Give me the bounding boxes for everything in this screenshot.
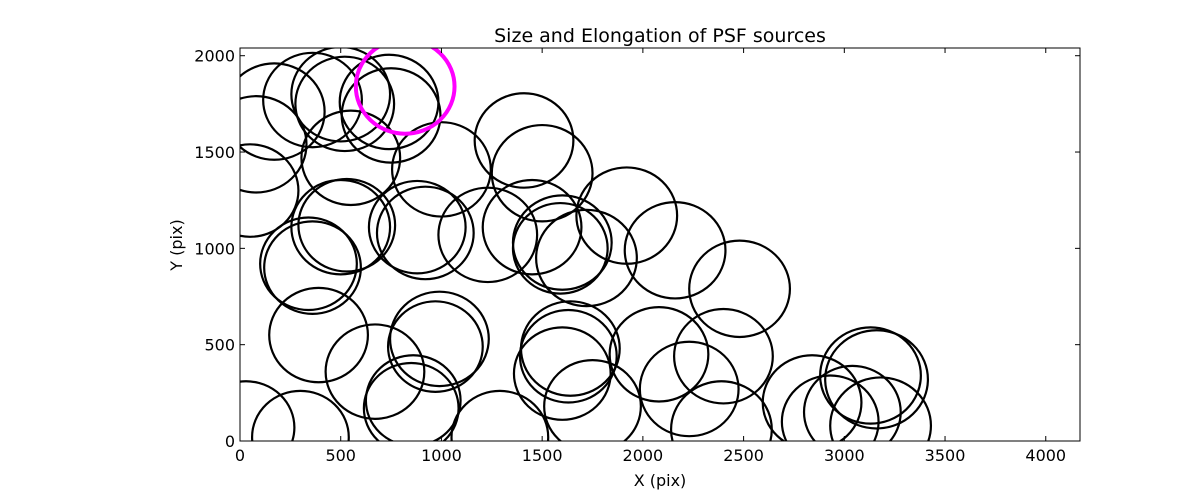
psf-source-circle [388, 290, 490, 388]
psf-source-circle [780, 374, 880, 441]
psf-source-circle [761, 354, 863, 441]
y-axis-label: Y (pix) [167, 219, 186, 271]
psf-source-circle [623, 201, 727, 300]
psf-source-circle [259, 216, 358, 312]
psf-source-circle [367, 179, 467, 275]
psf-source-circle [829, 376, 933, 441]
psf-source-circle [297, 177, 397, 273]
sources-layer [240, 48, 933, 441]
plot-frame [239, 47, 1081, 442]
axis-ticks: 0 500 1000 1500 2000 2500 3000 3500 4000 0 500 1000… [194, 47, 1080, 465]
x-axis-label: X (pix) [634, 471, 687, 490]
psf-source-circle [240, 95, 308, 194]
psf-source-circle [268, 286, 370, 384]
psf-source-circle [638, 340, 740, 438]
psf-source-circle [473, 92, 575, 189]
x-tick-label: 500 [325, 446, 356, 465]
x-tick-label: 3500 [925, 446, 966, 465]
psf-source-circle [481, 178, 583, 276]
psf-source-circle-highlighted [353, 48, 457, 136]
y-tick-label: 0 [225, 432, 235, 451]
psf-source-circle [364, 354, 462, 441]
psf-source-circle [386, 300, 484, 393]
psf-source-circle [262, 51, 363, 149]
psf-source-circle [518, 308, 618, 404]
psf-source-circle [251, 389, 350, 441]
y-tick-label: 1000 [194, 239, 235, 258]
x-tick-label: 2000 [623, 446, 664, 465]
psf-source-circle [511, 194, 613, 291]
psf-source-circle [543, 359, 642, 441]
psf-source-circle [535, 208, 638, 308]
psf-source-circle [375, 185, 475, 281]
psf-source-circle [437, 186, 539, 284]
x-tick-label: 0 [235, 446, 245, 465]
x-tick-label: 1000 [421, 446, 462, 465]
psf-source-circle [362, 361, 460, 441]
psf-source-circle [450, 389, 550, 441]
x-tick-label: 4000 [1025, 446, 1066, 465]
psf-source-circle [263, 220, 362, 315]
psf-source-circle [338, 53, 440, 151]
psf-source-circle [290, 48, 392, 143]
psf-source-circle [300, 109, 402, 207]
psf-source-circle [512, 326, 612, 421]
psf-source-circle [824, 329, 930, 430]
psf-source-circle [240, 380, 296, 441]
psf-source-circle [673, 307, 774, 405]
y-tick-label: 500 [204, 336, 235, 355]
x-tick-label: 3000 [824, 446, 865, 465]
psf-source-circle [240, 62, 326, 161]
psf-source-circle [819, 326, 922, 425]
psf-source-circle [324, 323, 426, 420]
psf-source-circle [294, 55, 396, 153]
psf-source-circle [490, 123, 594, 223]
y-tick-label: 1500 [194, 143, 235, 162]
psf-source-circle [608, 306, 710, 403]
psf-source-circle [802, 364, 902, 441]
chart-title: Size and Elongation of PSF sources [494, 25, 826, 47]
x-tick-label: 2500 [723, 446, 764, 465]
psf-source-circle [688, 239, 792, 339]
psf-source-circle [240, 143, 300, 238]
y-tick-label: 2000 [194, 47, 235, 66]
x-tick-label: 1500 [522, 446, 563, 465]
